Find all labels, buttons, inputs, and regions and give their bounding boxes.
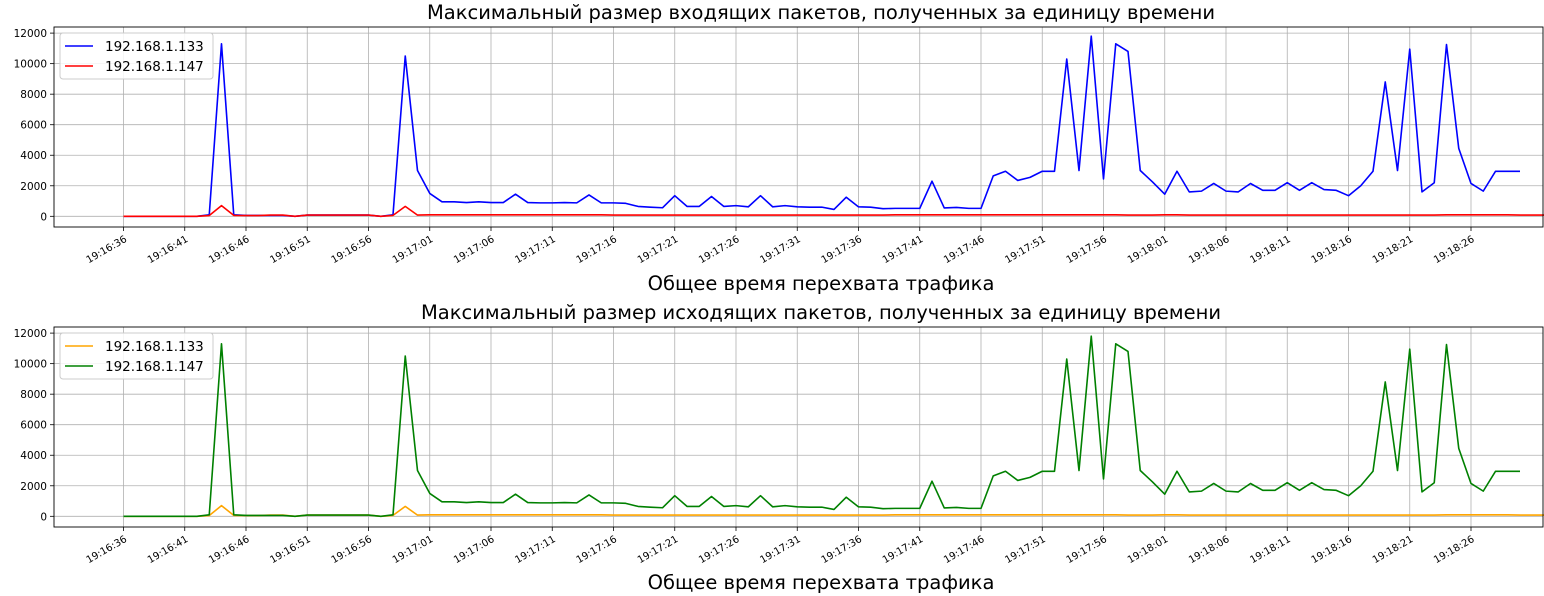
legend-label: 192.168.1.147 bbox=[105, 359, 204, 375]
x-tick-label: 19:16:36 bbox=[85, 234, 129, 266]
chart-incoming: Максимальный размер входящих пакетов, по… bbox=[14, 1, 1544, 295]
x-tick-label: 19:16:51 bbox=[268, 234, 312, 266]
x-tick-label: 19:17:16 bbox=[575, 234, 619, 266]
grid bbox=[54, 27, 1543, 227]
x-tick-label: 19:17:31 bbox=[758, 234, 802, 266]
x-tick-label: 19:17:26 bbox=[697, 234, 741, 266]
chart-title: Максимальный размер входящих пакетов, по… bbox=[427, 1, 1215, 24]
legend: 192.168.1.133 192.168.1.147 bbox=[59, 332, 214, 380]
x-tick-label: 19:17:36 bbox=[820, 234, 864, 266]
x-tick-label: 19:17:46 bbox=[942, 534, 986, 566]
series-line bbox=[123, 35, 1520, 218]
x-tick-label: 19:16:41 bbox=[146, 234, 190, 266]
x-tick-label: 19:17:46 bbox=[942, 234, 986, 266]
x-tick-label: 19:17:31 bbox=[758, 534, 802, 566]
legend-box bbox=[59, 332, 214, 380]
x-tick-label: 19:18:16 bbox=[1310, 534, 1354, 566]
x-tick-label: 19:17:26 bbox=[697, 534, 741, 566]
plot-frame bbox=[53, 326, 1544, 528]
chart-title: Максимальный размер исходящих пакетов, п… bbox=[421, 301, 1221, 324]
x-tick-label: 19:17:01 bbox=[391, 534, 435, 566]
x-tick-label: 19:17:36 bbox=[820, 534, 864, 566]
x-tick-label: 19:16:56 bbox=[330, 234, 374, 266]
x-tick-label: 19:18:11 bbox=[1248, 534, 1292, 566]
y-tick-label: 12000 bbox=[14, 328, 47, 340]
x-axis-label: Общее время перехвата трафика bbox=[648, 571, 995, 594]
y-tick-label: 8000 bbox=[20, 389, 47, 401]
x-tick-label: 19:17:51 bbox=[1003, 234, 1047, 266]
series-line bbox=[123, 335, 1520, 518]
x-tick-label: 19:17:01 bbox=[391, 234, 435, 266]
x-tick-label: 19:17:16 bbox=[575, 534, 619, 566]
y-tick-label: 6000 bbox=[20, 420, 47, 432]
y-tick-label: 2000 bbox=[20, 481, 47, 493]
y-tick-label: 6000 bbox=[20, 120, 47, 132]
x-tick-label: 19:16:56 bbox=[330, 534, 374, 566]
y-tick-label: 0 bbox=[40, 511, 47, 523]
series-line bbox=[123, 204, 1544, 218]
x-tick-label: 19:18:11 bbox=[1248, 234, 1292, 266]
x-tick-label: 19:17:06 bbox=[452, 234, 496, 266]
y-tick-label: 4000 bbox=[20, 150, 47, 162]
x-tick-label: 19:16:36 bbox=[85, 534, 129, 566]
x-tick-label: 19:18:06 bbox=[1187, 234, 1231, 266]
x-tick-label: 19:17:21 bbox=[636, 534, 680, 566]
x-tick-label: 19:17:41 bbox=[881, 534, 925, 566]
chart-outgoing: Максимальный размер исходящих пакетов, п… bbox=[14, 301, 1544, 594]
y-tick-label: 10000 bbox=[14, 59, 47, 71]
legend: 192.168.1.133 192.168.1.147 bbox=[59, 32, 214, 80]
y-tick-label: 12000 bbox=[14, 28, 47, 40]
x-tick-label: 19:18:06 bbox=[1187, 534, 1231, 566]
legend-label: 192.168.1.133 bbox=[105, 39, 204, 55]
y-tick-label: 8000 bbox=[20, 89, 47, 101]
legend-box bbox=[59, 32, 214, 80]
x-tick-label: 19:16:46 bbox=[207, 534, 251, 566]
x-tick-label: 19:17:56 bbox=[1065, 534, 1109, 566]
plot-frame bbox=[53, 26, 1544, 228]
x-tick-label: 19:17:41 bbox=[881, 234, 925, 266]
y-tick-label: 0 bbox=[40, 211, 47, 223]
x-tick-label: 19:18:01 bbox=[1126, 234, 1170, 266]
x-tick-label: 19:17:11 bbox=[513, 234, 557, 266]
x-tick-label: 19:18:01 bbox=[1126, 534, 1170, 566]
x-tick-label: 19:18:21 bbox=[1371, 234, 1415, 266]
x-tick-label: 19:16:41 bbox=[146, 534, 190, 566]
x-tick-label: 19:17:56 bbox=[1065, 234, 1109, 266]
y-tick-label: 10000 bbox=[14, 359, 47, 371]
x-tick-label: 19:18:21 bbox=[1371, 534, 1415, 566]
x-tick-label: 19:17:51 bbox=[1003, 534, 1047, 566]
grid bbox=[54, 327, 1543, 527]
x-tick-label: 19:18:26 bbox=[1432, 534, 1476, 566]
x-tick-label: 19:17:06 bbox=[452, 534, 496, 566]
y-tick-label: 2000 bbox=[20, 181, 47, 193]
x-axis-label: Общее время перехвата трафика bbox=[648, 272, 995, 295]
x-tick-label: 19:17:11 bbox=[513, 534, 557, 566]
x-tick-label: 19:18:16 bbox=[1310, 234, 1354, 266]
legend-label: 192.168.1.133 bbox=[105, 339, 204, 355]
x-tick-label: 19:18:26 bbox=[1432, 234, 1476, 266]
x-tick-label: 19:16:46 bbox=[207, 234, 251, 266]
x-tick-label: 19:16:51 bbox=[268, 534, 312, 566]
legend-label: 192.168.1.147 bbox=[105, 59, 204, 75]
y-tick-label: 4000 bbox=[20, 450, 47, 462]
x-tick-label: 19:17:21 bbox=[636, 234, 680, 266]
